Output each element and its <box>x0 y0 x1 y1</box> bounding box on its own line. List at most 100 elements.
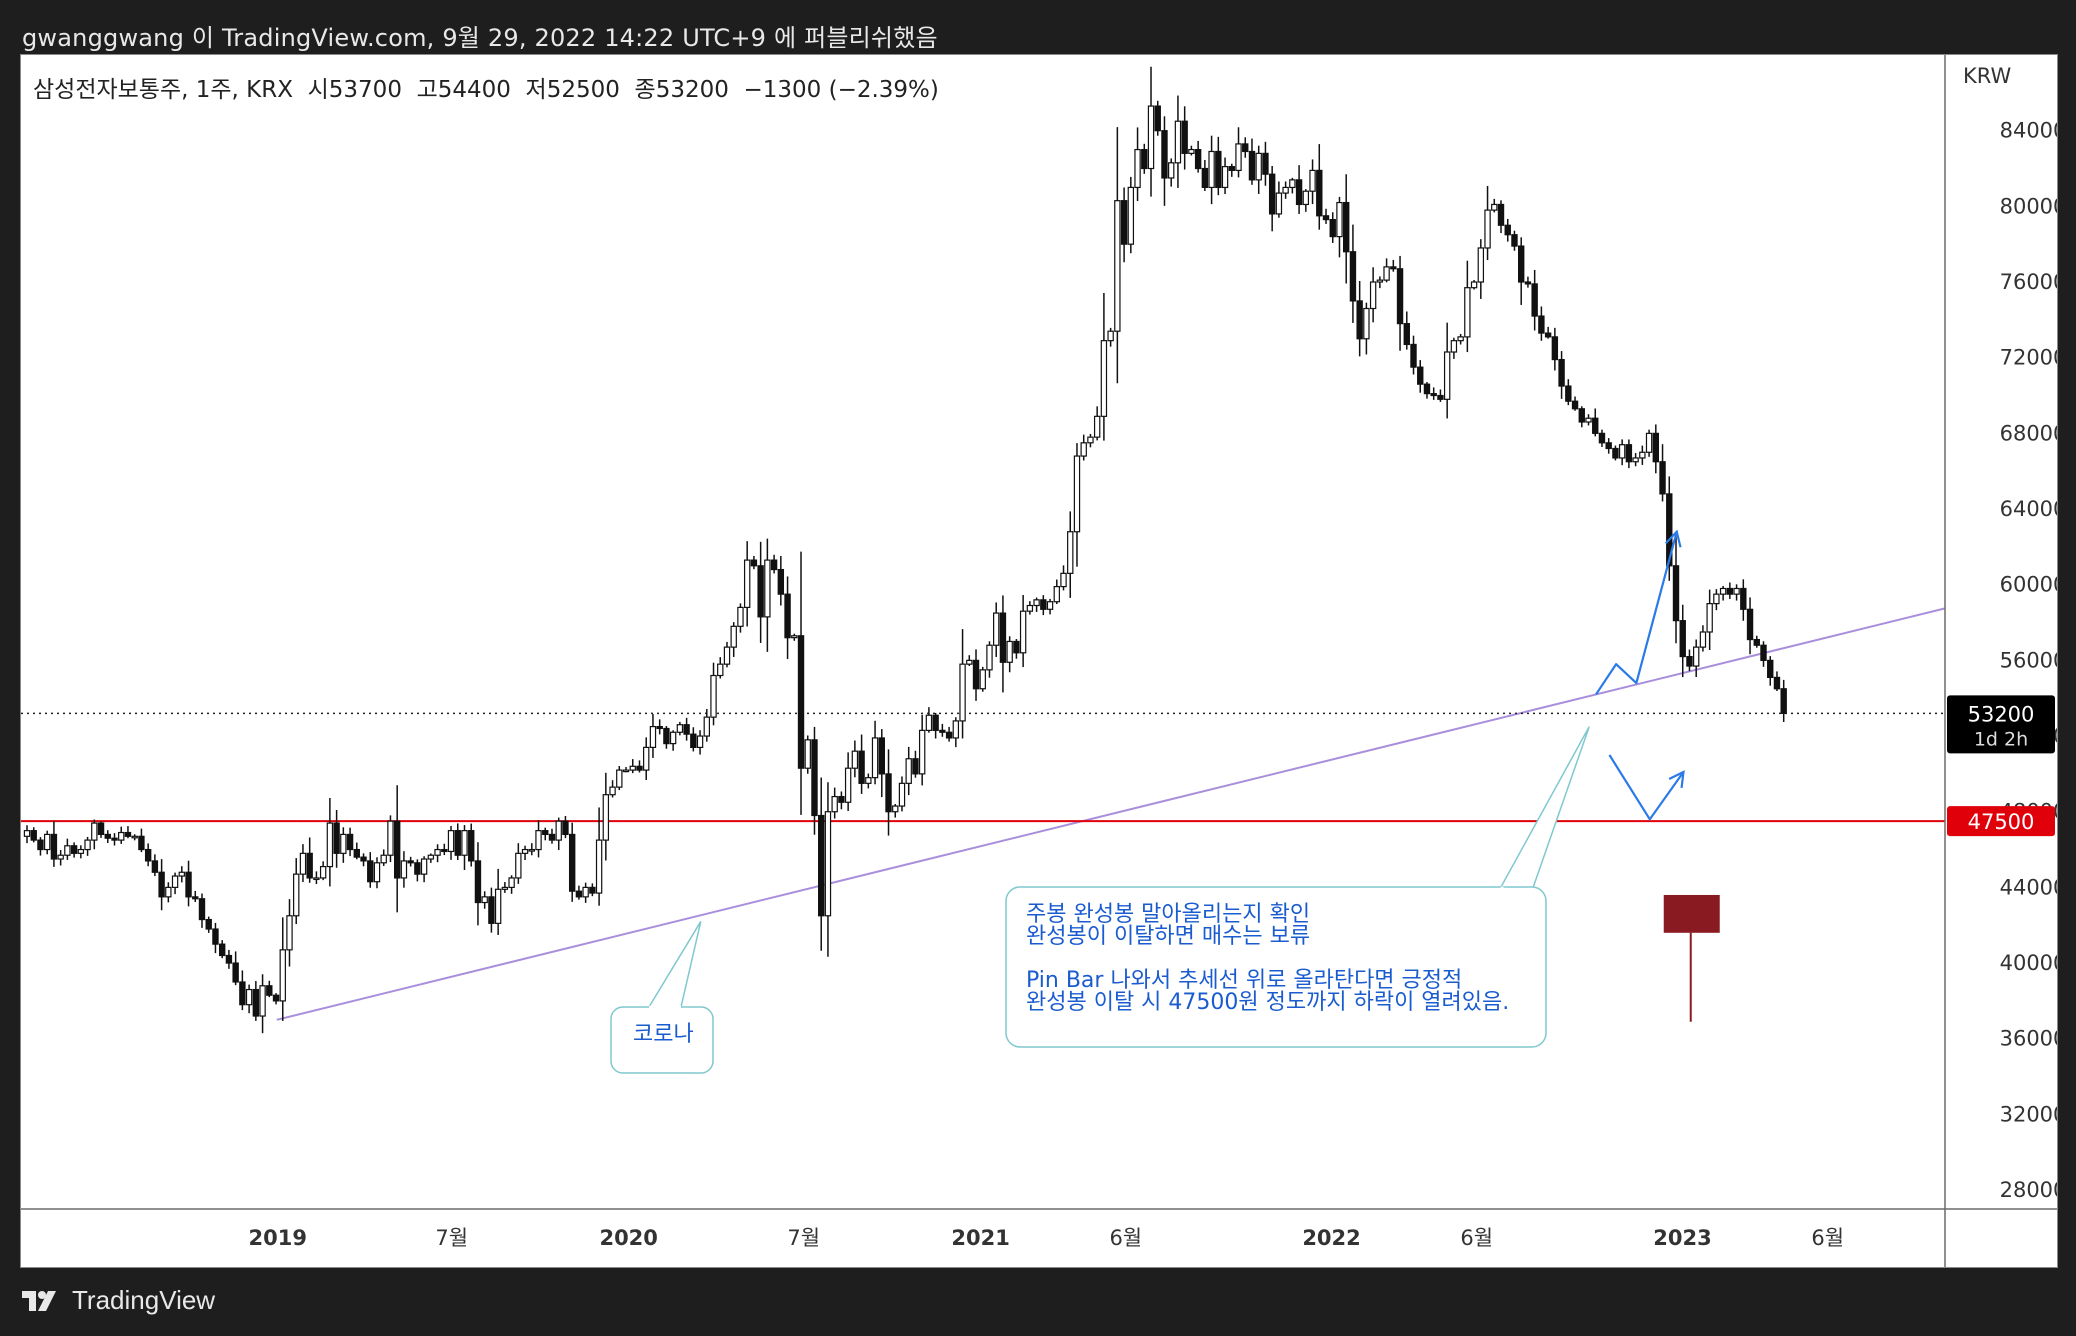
candle[interactable] <box>831 787 838 819</box>
candle[interactable] <box>1302 189 1310 212</box>
candle[interactable] <box>420 856 428 883</box>
bearish-scenario-arrow[interactable] <box>1608 754 1685 821</box>
candle[interactable] <box>70 842 78 858</box>
candle[interactable] <box>535 820 542 858</box>
candle[interactable] <box>30 827 37 843</box>
candle[interactable] <box>151 854 159 877</box>
candle[interactable] <box>1706 589 1713 650</box>
candle[interactable] <box>1518 237 1525 305</box>
candle[interactable] <box>1780 679 1787 722</box>
candle[interactable] <box>1612 445 1619 461</box>
candle[interactable] <box>1457 333 1464 345</box>
candle[interactable] <box>272 993 280 1005</box>
candle[interactable] <box>1767 656 1774 686</box>
candle[interactable] <box>1107 327 1114 347</box>
candle[interactable] <box>198 893 206 928</box>
candle[interactable] <box>461 825 468 871</box>
candle[interactable] <box>649 714 657 758</box>
chart-panel[interactable]: 코로나 주봉 완성봉 말아올리는지 확인 완성봉이 이탈하면 매수는 보류 Pin … <box>20 54 2058 1268</box>
candle[interactable] <box>488 887 495 933</box>
candle[interactable] <box>1659 444 1666 502</box>
candle[interactable] <box>784 576 791 660</box>
candle[interactable] <box>542 827 549 841</box>
candle[interactable] <box>1248 138 1256 185</box>
candle[interactable] <box>1585 414 1592 426</box>
candle[interactable] <box>1019 595 1027 668</box>
candle[interactable] <box>1006 636 1013 673</box>
candle[interactable] <box>111 833 118 846</box>
candle[interactable] <box>57 850 64 866</box>
candle[interactable] <box>1652 424 1660 474</box>
candle[interactable] <box>1060 565 1067 591</box>
candle[interactable] <box>1645 429 1653 457</box>
current-price-tag[interactable] <box>1947 695 2055 754</box>
candle[interactable] <box>118 826 125 844</box>
candle[interactable] <box>1450 337 1458 359</box>
analysis-callout-box[interactable] <box>1005 886 1547 1048</box>
candle[interactable] <box>245 984 253 1014</box>
candle[interactable] <box>851 740 859 778</box>
candle[interactable] <box>818 777 825 951</box>
candle[interactable] <box>669 730 677 751</box>
candle[interactable] <box>838 791 845 810</box>
candle[interactable] <box>97 821 105 838</box>
candle[interactable] <box>959 629 966 739</box>
candle[interactable] <box>986 641 993 678</box>
candle[interactable] <box>757 541 764 643</box>
candle[interactable] <box>575 885 583 900</box>
candle[interactable] <box>1168 158 1175 187</box>
candle[interactable] <box>91 819 98 850</box>
candle[interactable] <box>1329 212 1336 243</box>
candle[interactable] <box>548 828 556 844</box>
candle[interactable] <box>972 649 980 701</box>
candle[interactable] <box>1417 360 1424 393</box>
candle[interactable] <box>1181 106 1188 170</box>
candle[interactable] <box>252 981 260 1021</box>
candle[interactable] <box>703 708 710 742</box>
bullish-scenario-arrow[interactable] <box>1595 531 1678 696</box>
candle[interactable] <box>259 974 266 1034</box>
candle[interactable] <box>622 767 630 773</box>
candle[interactable] <box>1073 443 1081 567</box>
candle[interactable] <box>1544 326 1552 339</box>
candle[interactable] <box>730 622 737 657</box>
candle[interactable] <box>1376 276 1384 289</box>
candle[interactable] <box>1504 218 1511 242</box>
candle[interactable] <box>1733 584 1740 601</box>
candle[interactable] <box>683 717 690 741</box>
candle[interactable] <box>1356 280 1363 357</box>
candle[interactable] <box>804 735 811 774</box>
candle[interactable] <box>1080 434 1087 461</box>
candle[interactable] <box>346 827 354 857</box>
candle[interactable] <box>1343 174 1350 284</box>
candle[interactable] <box>232 951 239 986</box>
candle[interactable] <box>582 882 589 903</box>
candle[interactable] <box>212 922 219 954</box>
candle[interactable] <box>1067 511 1074 598</box>
candle[interactable] <box>1235 127 1242 178</box>
candle[interactable] <box>743 541 751 627</box>
candle[interactable] <box>1174 95 1182 188</box>
candle[interactable] <box>1491 198 1498 213</box>
tradingview-brand[interactable]: TradingView <box>22 1285 215 1316</box>
candle[interactable] <box>979 666 986 692</box>
candle[interactable] <box>313 871 320 885</box>
candle[interactable] <box>124 826 132 839</box>
candle[interactable] <box>225 949 233 969</box>
candle[interactable] <box>616 766 623 791</box>
candle[interactable] <box>1221 157 1229 195</box>
candle[interactable] <box>218 940 226 959</box>
candle[interactable] <box>568 822 576 902</box>
candle[interactable] <box>1524 276 1532 288</box>
candle[interactable] <box>905 746 912 796</box>
candle[interactable] <box>1093 406 1101 441</box>
trend-line[interactable] <box>276 607 1946 1021</box>
candle[interactable] <box>165 882 172 903</box>
candle[interactable] <box>871 720 879 785</box>
candle[interactable] <box>1497 200 1505 234</box>
candle[interactable] <box>1618 439 1626 466</box>
candle[interactable] <box>770 554 778 574</box>
candle[interactable] <box>844 752 852 811</box>
candle[interactable] <box>1470 279 1478 290</box>
candle[interactable] <box>1484 185 1491 261</box>
